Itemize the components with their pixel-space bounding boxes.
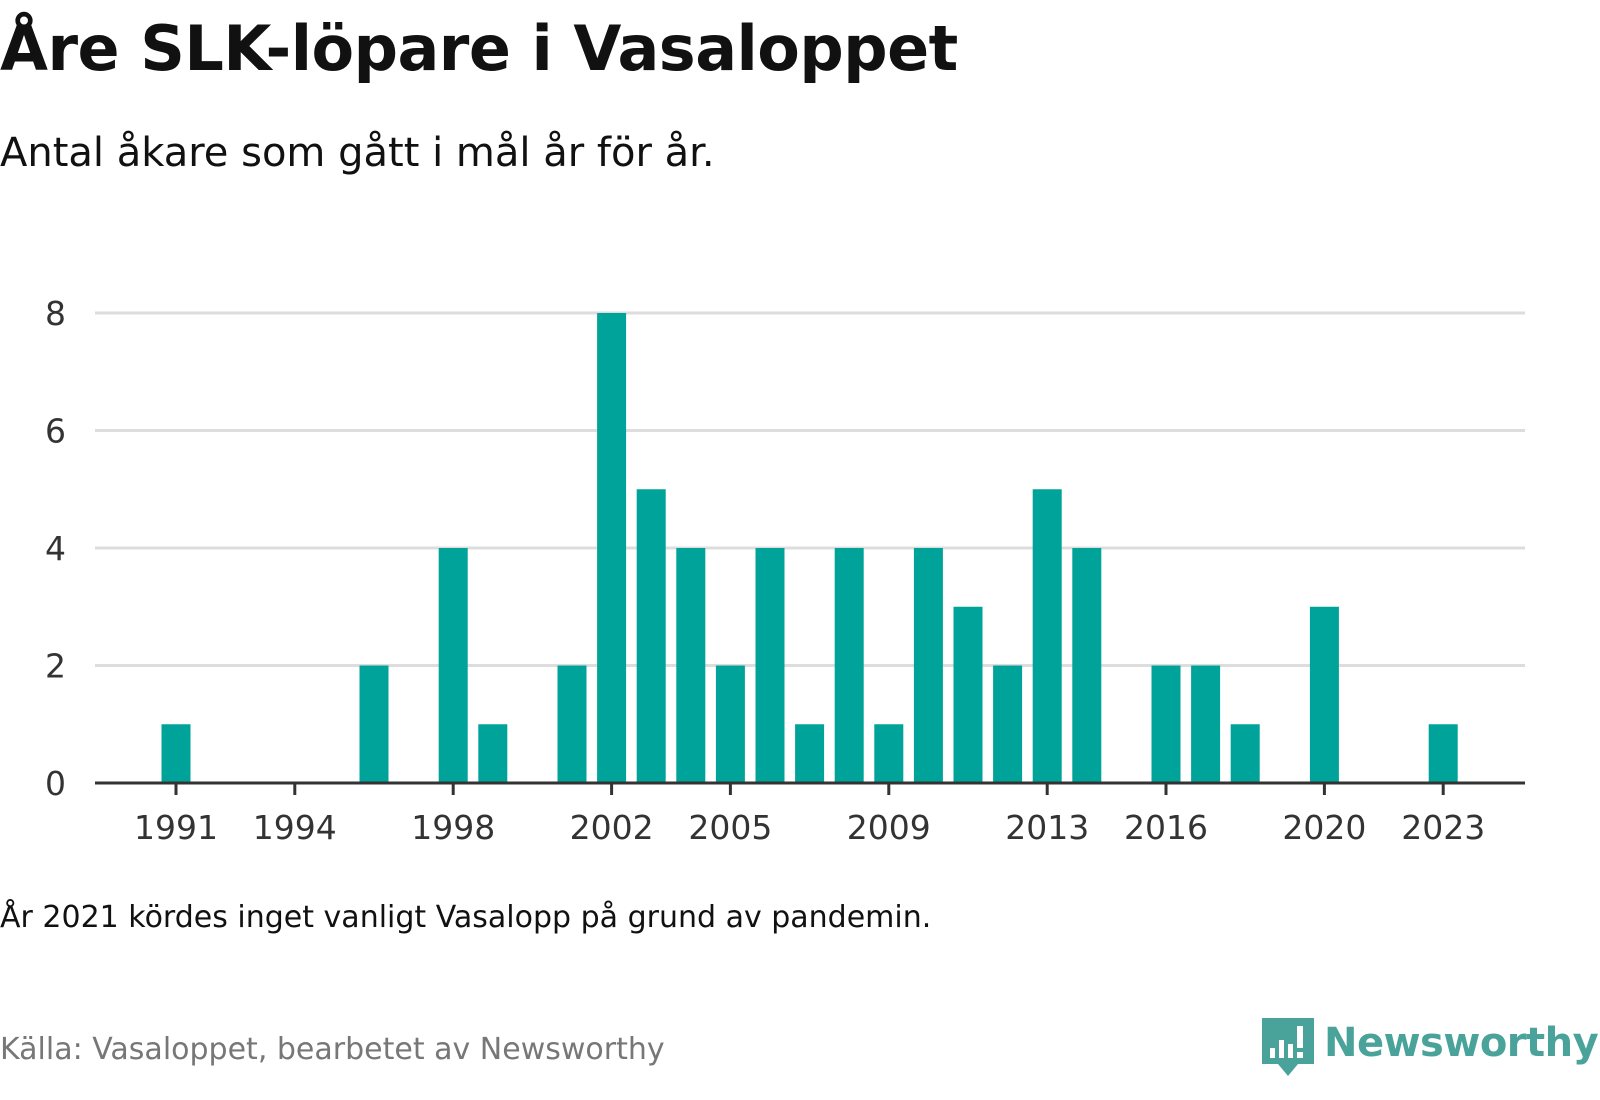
y-tick-label-0: 0 [45,764,66,803]
bars [161,313,1458,783]
x-tick-label-2009: 2009 [847,808,931,847]
bar-2023 [1428,724,1458,783]
bar-1998 [438,548,468,783]
bar-2009 [874,724,904,783]
bar-2013 [1032,489,1062,783]
bar-1999 [478,724,508,783]
bar-2006 [755,548,785,783]
x-tick-label-2005: 2005 [688,808,772,847]
bar-2002 [597,313,627,783]
bar-2012 [993,665,1023,783]
bar-2008 [834,548,864,783]
x-tick-label-1994: 1994 [253,808,337,847]
bar-2020 [1309,606,1339,783]
x-tick-label-1991: 1991 [134,808,218,847]
y-tick-label-8: 8 [45,294,66,333]
bar-2010 [913,548,943,783]
x-tick-label-2020: 2020 [1282,808,1366,847]
newsworthy-logo: Newsworthy [1262,1018,1599,1080]
bar-2001 [557,665,587,783]
tick-labels: 0 2 4 6 8 1991 1994 1998 2002 2005 2009 2013 2016 202… [45,294,1485,847]
x-tick-label-2016: 2016 [1124,808,1208,847]
bar-2004 [676,548,706,783]
y-tick-label-2: 2 [45,647,66,686]
bar-2005 [715,665,745,783]
gridlines [95,311,1525,667]
chart-source: Källa: Vasaloppet, bearbetet av Newswort… [0,1032,665,1067]
x-tick-label-2023: 2023 [1401,808,1485,847]
bar-2018 [1230,724,1260,783]
chart-title: Åre SLK-löpare i Vasaloppet [0,12,958,85]
newsworthy-logo-text: Newsworthy [1324,1020,1599,1066]
newsworthy-logo-icon [1262,1018,1314,1076]
axes [95,781,1525,795]
bar-1996 [359,665,389,783]
bar-2011 [953,606,983,783]
bar-2014 [1072,548,1102,783]
bar-2007 [795,724,825,783]
chart-subtitle: Antal åkare som gått i mål år för år. [0,130,715,176]
y-tick-label-4: 4 [45,529,66,568]
bar-2017 [1191,665,1221,783]
bar-1991 [161,724,191,783]
y-tick-label-6: 6 [45,412,66,451]
bar-2016 [1151,665,1181,783]
bar-chart: 0 2 4 6 8 1991 1994 1998 2002 2005 2009 2013 2016 202… [45,294,1525,847]
x-tick-label-1998: 1998 [411,808,495,847]
bar-2003 [636,489,666,783]
chart-note: År 2021 kördes inget vanligt Vasalopp på… [0,900,932,935]
x-tick-label-2002: 2002 [570,808,654,847]
x-tick-label-2013: 2013 [1005,808,1089,847]
